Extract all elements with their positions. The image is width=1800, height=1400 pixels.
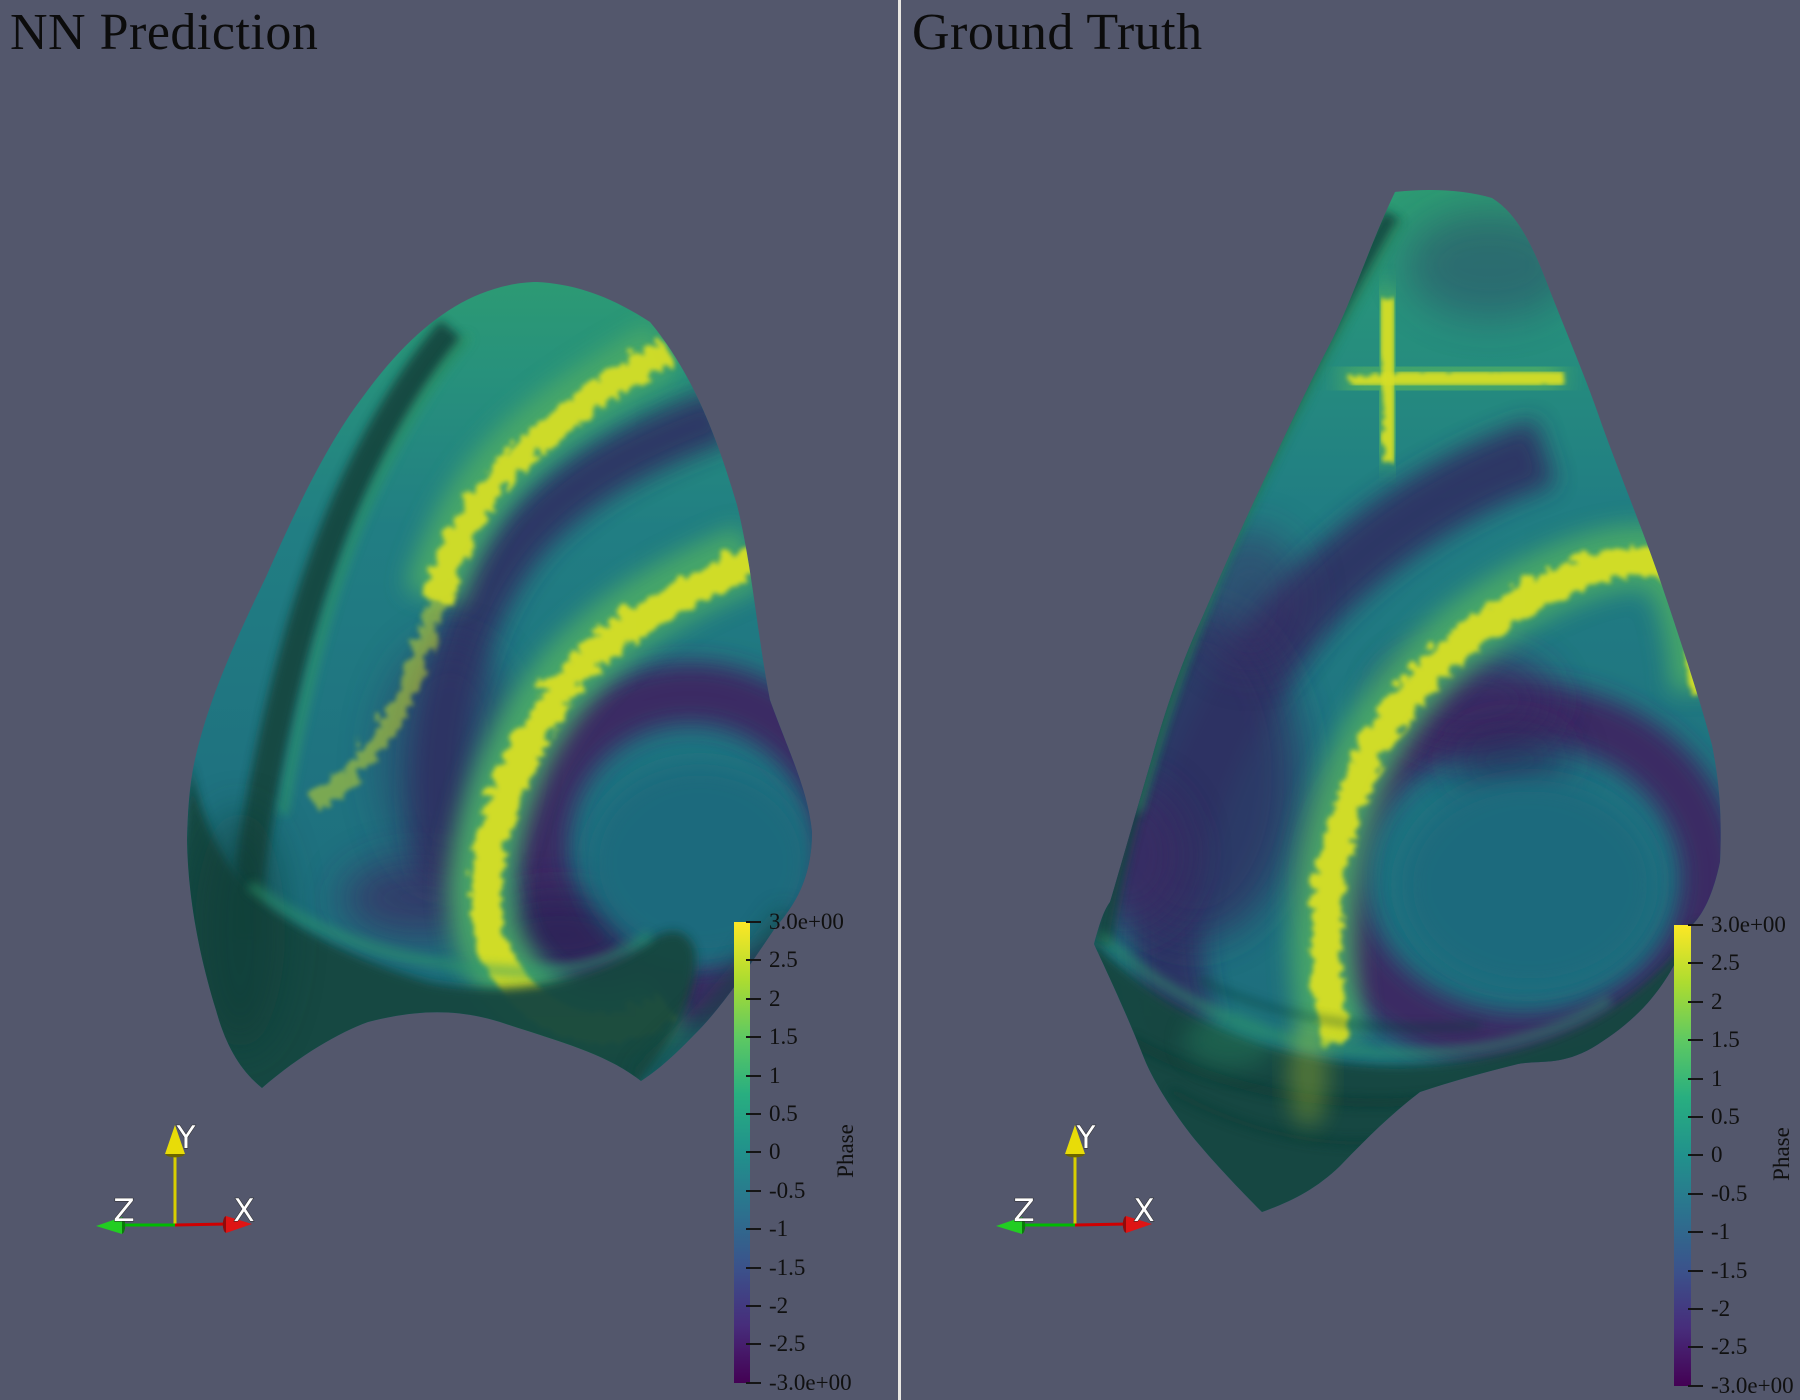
- tick-mark: [746, 1381, 761, 1384]
- tick-label: 1.5: [769, 1024, 798, 1050]
- tick-mark: [1688, 1192, 1703, 1195]
- underside-dark-rim: [187, 762, 696, 1088]
- tick-mark: [1688, 1154, 1703, 1157]
- bottom-lip-green: [246, 881, 653, 978]
- tick-mark: [1688, 1039, 1703, 1042]
- phase-band-yellow-upper: [420, 336, 671, 601]
- x-axis-line: [1074, 1222, 1128, 1227]
- tick-mark: [746, 921, 761, 923]
- tick-mark: [1688, 962, 1703, 965]
- orientation-axes-widget: Y Z X: [996, 1120, 1155, 1234]
- phase-core-teal: [588, 764, 812, 960]
- render-view-nn-prediction: NN Prediction 3.0e+00 2.5 2 1.5 1 0.5 0 …: [0, 0, 900, 1400]
- tick-mark: [1688, 924, 1703, 926]
- tick-mark: [746, 1113, 761, 1116]
- x-axis-arrow-icon: [1126, 1216, 1152, 1233]
- underside-lobe-shade: [195, 810, 285, 1050]
- tick-label: -1: [1711, 1219, 1731, 1245]
- tick-label: 2: [769, 985, 781, 1011]
- tick-label: -2.5: [1711, 1334, 1748, 1360]
- tick-label: -0.5: [1711, 1180, 1748, 1206]
- z-axis-arrow-icon: [996, 1217, 1022, 1234]
- x-axis-label: X: [233, 1193, 254, 1229]
- colorbar-ticks-nn: 3.0e+00 2.5 2 1.5 1 0.5 0 -0.5 -1 -1.5: [746, 909, 852, 1395]
- page-title: Ground Truth: [912, 4, 1203, 61]
- tick-label: 0.5: [1711, 1104, 1740, 1130]
- tick-label: 1.5: [1711, 1027, 1740, 1053]
- x-axis-line: [174, 1222, 228, 1227]
- tick-mark: [1688, 1000, 1703, 1003]
- tick-label: -3.0e+00: [1711, 1372, 1794, 1398]
- tick-mark: [1688, 1077, 1703, 1080]
- y-axis-label: Y: [1076, 1120, 1096, 1156]
- z-axis-arrow-icon: [96, 1217, 122, 1234]
- colorbar-gt[interactable]: [1674, 925, 1691, 1386]
- phase-band-yellow-top-v: [1372, 291, 1403, 461]
- phase-core-teal: [1402, 780, 1658, 990]
- phase-surface-gt: [1094, 190, 1721, 1212]
- x-axis-arrow-icon: [226, 1216, 252, 1233]
- tick-label: 3.0e+00: [1711, 912, 1786, 937]
- tick-label: 0: [769, 1139, 781, 1165]
- y-axis-label: Y: [176, 1120, 196, 1156]
- ledge-striation-3: [1198, 977, 1481, 1031]
- tick-label: -1.5: [769, 1254, 806, 1280]
- tick-mark: [746, 1266, 761, 1269]
- 3d-viewport-ground-truth[interactable]: [900, 0, 1800, 1400]
- tick-mark: [746, 1343, 761, 1346]
- tick-mark: [746, 997, 761, 1000]
- tick-label: 2.5: [769, 947, 798, 973]
- ledge-green-smudge: [1185, 1012, 1275, 1068]
- tick-label: -1.5: [1711, 1257, 1748, 1283]
- page-title: NN Prediction: [10, 4, 319, 61]
- tick-label: -3.0e+00: [769, 1369, 852, 1395]
- tick-label: -1: [769, 1216, 789, 1242]
- tick-label: 1: [769, 1062, 781, 1088]
- tick-mark: [1688, 1346, 1703, 1349]
- x-axis-label: X: [1133, 1193, 1154, 1229]
- colorbar-title: Phase: [1769, 1127, 1794, 1181]
- tick-label: -2: [1711, 1296, 1731, 1322]
- 3d-viewport-nn-prediction[interactable]: [0, 0, 900, 1400]
- phase-ring-purple: [507, 662, 812, 1028]
- lobe-ridge-highlight: [278, 333, 472, 815]
- phase-patch-dark-top: [1405, 210, 1575, 320]
- render-view-ground-truth: Ground Truth 3.0e+00 2.5 2 1.5 1 0.5 0 -…: [900, 0, 1800, 1400]
- bottom-lip-green: [1096, 931, 1613, 1059]
- tick-label: 2.5: [1711, 950, 1740, 976]
- tick-label: 0: [1711, 1142, 1723, 1168]
- ledge-yellow-smudge: [1288, 1023, 1328, 1127]
- tick-mark: [746, 1305, 761, 1308]
- tick-mark: [746, 1036, 761, 1039]
- z-axis-label: Z: [113, 1193, 134, 1229]
- tick-mark: [746, 959, 761, 962]
- tick-label: 2: [1711, 988, 1723, 1014]
- tick-label: 0.5: [769, 1101, 798, 1127]
- colorbar-title: Phase: [833, 1124, 858, 1178]
- tick-mark: [1688, 1231, 1703, 1234]
- y-axis-arrow-icon: [165, 1125, 185, 1154]
- tick-mark: [1688, 1269, 1703, 1272]
- tick-label: 1: [1711, 1065, 1723, 1091]
- tick-label: -2.5: [769, 1331, 806, 1357]
- tick-label: -0.5: [769, 1177, 806, 1203]
- tick-mark: [1688, 1308, 1703, 1311]
- y-axis-arrow-icon: [1065, 1125, 1085, 1154]
- tick-mark: [746, 1151, 761, 1154]
- colorbar-ticks-gt: 3.0e+00 2.5 2 1.5 1 0.5 0 -0.5 -1 -1.5: [1688, 912, 1794, 1398]
- tick-mark: [746, 1074, 761, 1077]
- z-axis-label: Z: [1013, 1193, 1034, 1229]
- phase-band-yellow-upper-tail: [305, 594, 442, 808]
- panel-divider: [898, 0, 901, 1400]
- orientation-axes-widget: Y Z X: [96, 1120, 255, 1234]
- tick-mark: [746, 1189, 761, 1192]
- tick-label: 3.0e+00: [769, 909, 844, 934]
- tick-mark: [1688, 1384, 1703, 1387]
- tick-mark: [746, 1228, 761, 1231]
- tick-mark: [1688, 1116, 1703, 1119]
- tick-label: -2: [769, 1293, 789, 1319]
- phase-blotch-purple-deep: [1450, 725, 1570, 795]
